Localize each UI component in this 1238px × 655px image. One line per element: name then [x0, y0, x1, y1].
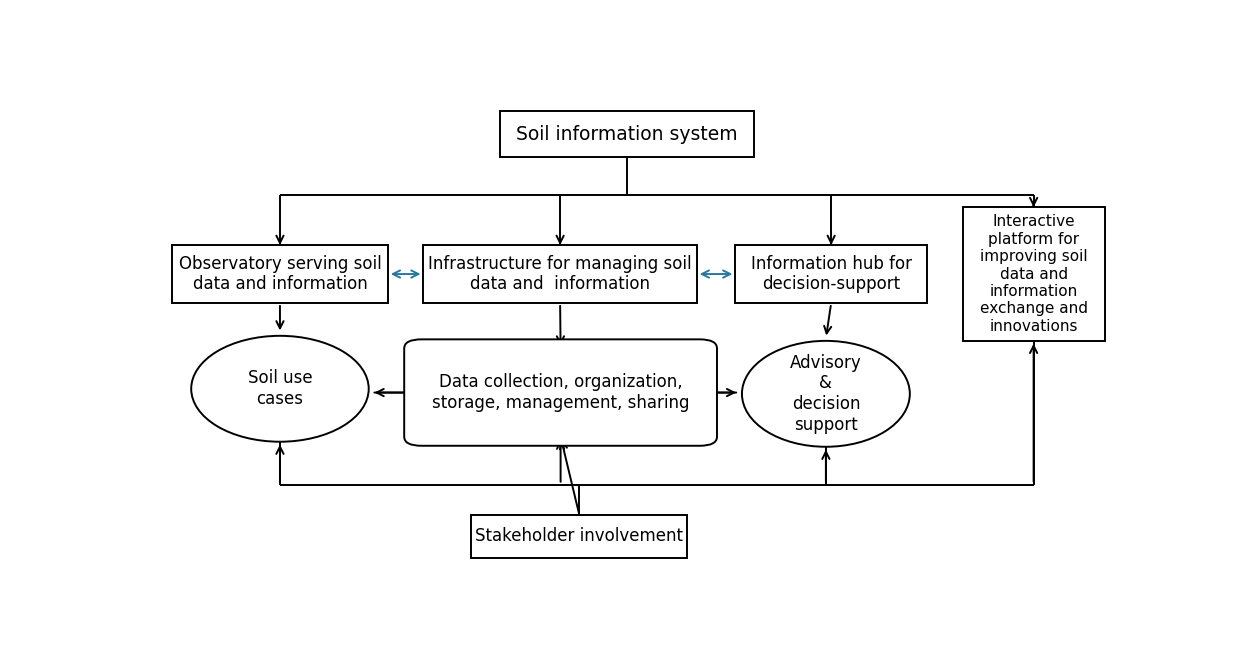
FancyBboxPatch shape: [735, 245, 927, 303]
FancyBboxPatch shape: [472, 515, 687, 558]
Ellipse shape: [742, 341, 910, 447]
Text: Data collection, organization,
storage, management, sharing: Data collection, organization, storage, …: [432, 373, 690, 412]
Text: Observatory serving soil
data and information: Observatory serving soil data and inform…: [178, 255, 381, 293]
Text: Soil information system: Soil information system: [516, 124, 738, 143]
Ellipse shape: [191, 336, 369, 441]
FancyBboxPatch shape: [404, 339, 717, 446]
Text: Information hub for
decision-support: Information hub for decision-support: [750, 255, 911, 293]
FancyBboxPatch shape: [423, 245, 697, 303]
Text: Stakeholder involvement: Stakeholder involvement: [475, 527, 683, 546]
FancyBboxPatch shape: [500, 111, 754, 157]
Text: Interactive
platform for
improving soil
data and
information
exchange and
innova: Interactive platform for improving soil …: [979, 214, 1088, 334]
FancyBboxPatch shape: [172, 245, 387, 303]
FancyBboxPatch shape: [963, 207, 1104, 341]
Text: Advisory
&
decision
support: Advisory & decision support: [790, 354, 862, 434]
Text: Infrastructure for managing soil
data and  information: Infrastructure for managing soil data an…: [428, 255, 692, 293]
Text: Soil use
cases: Soil use cases: [248, 369, 312, 408]
